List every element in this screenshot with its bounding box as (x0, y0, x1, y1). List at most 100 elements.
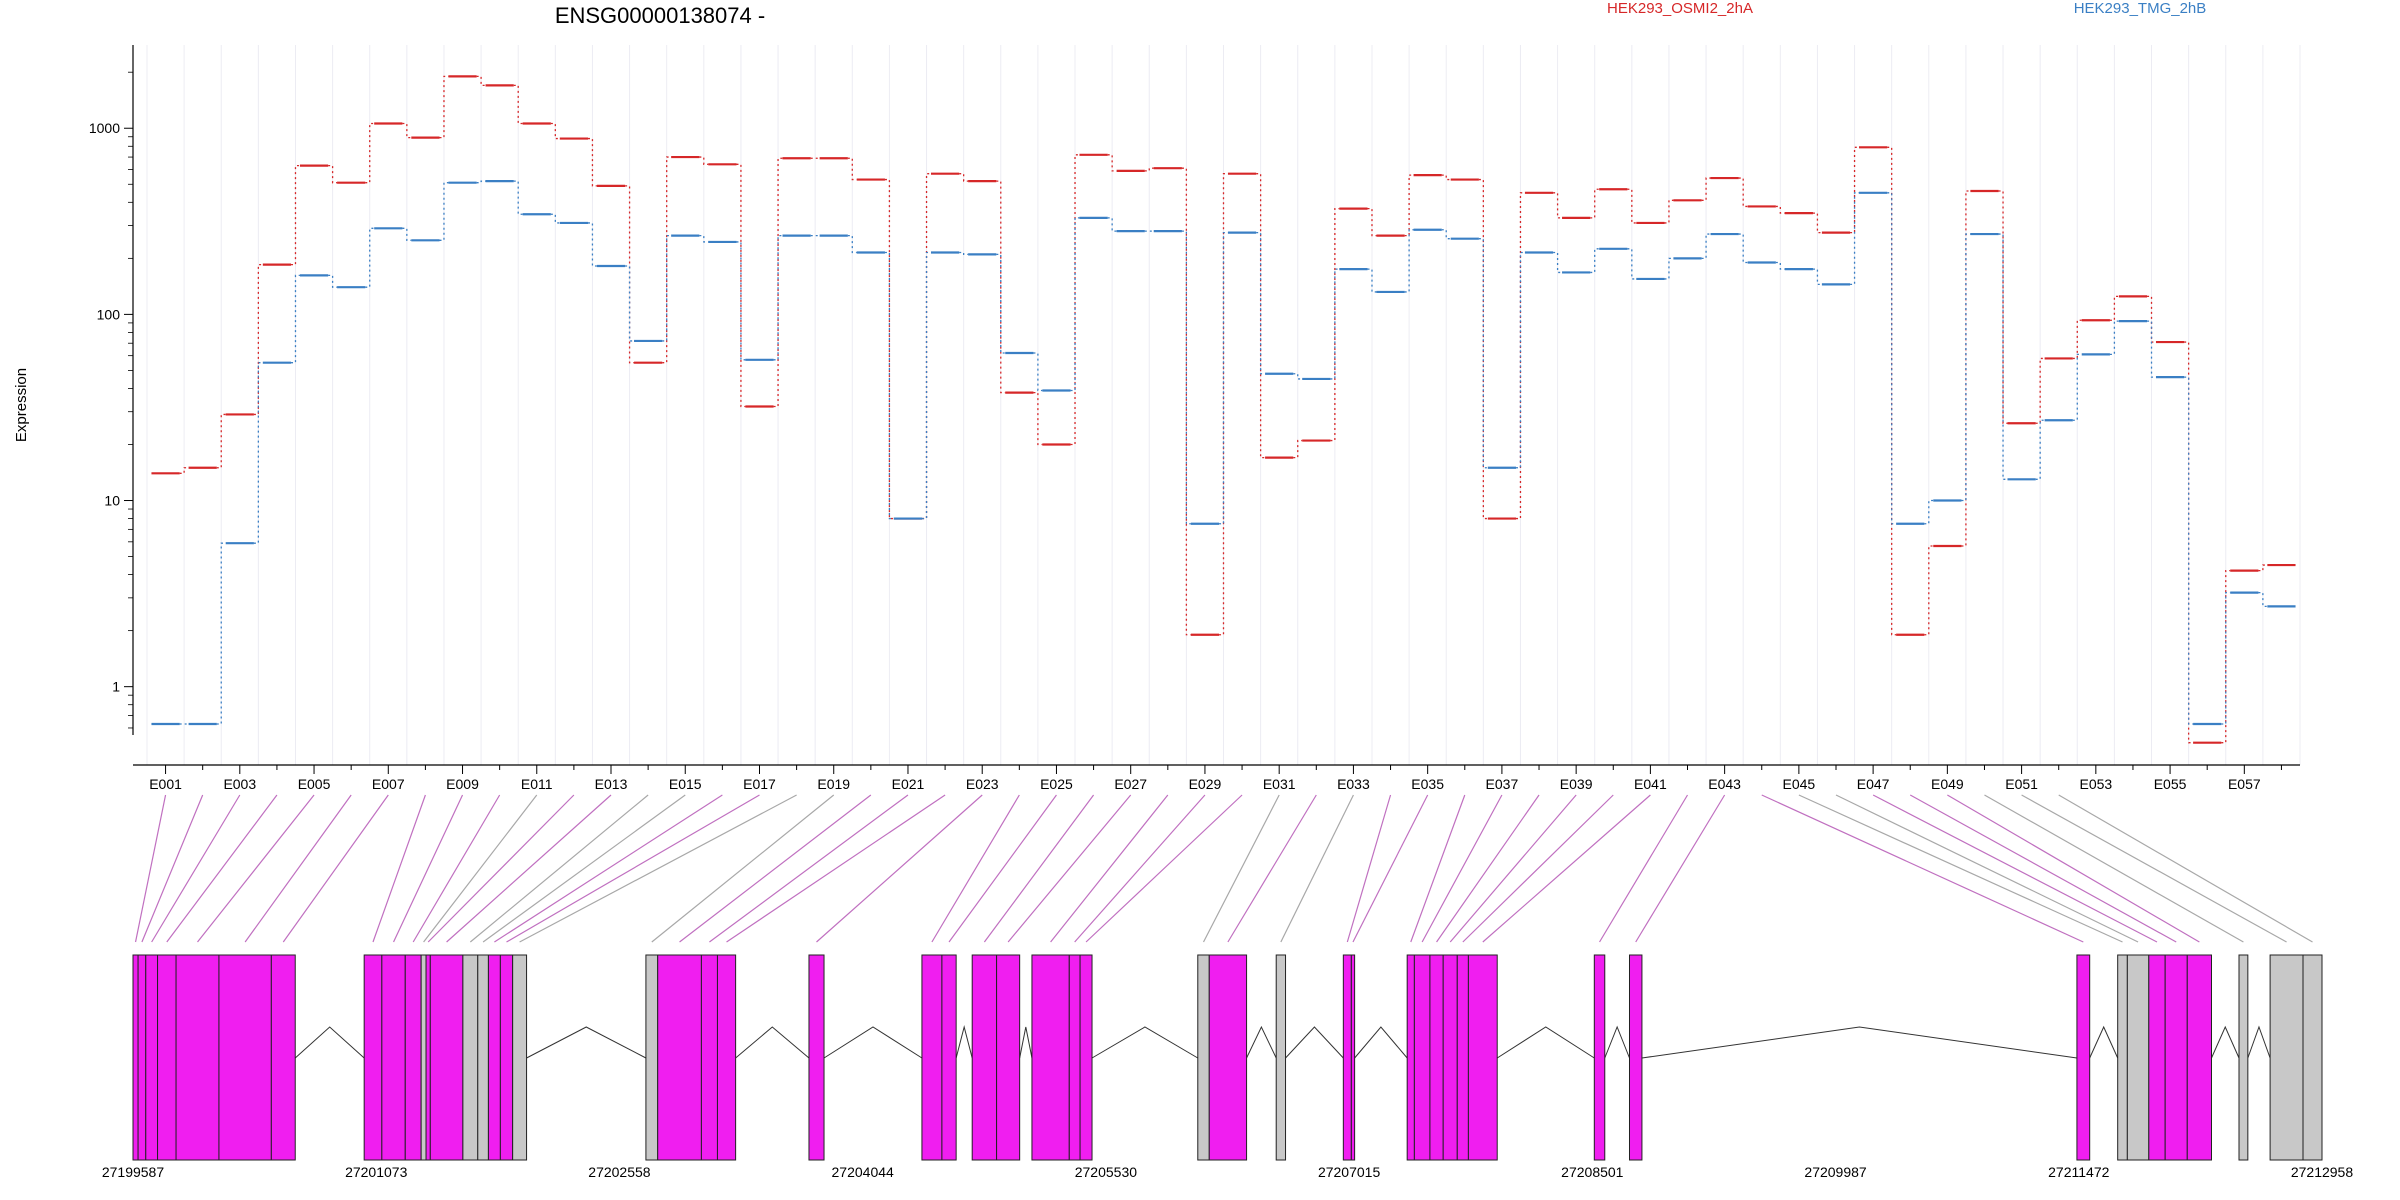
exon-connector (1449, 794, 1577, 943)
exon-connector (423, 794, 538, 943)
exon-connector (816, 794, 983, 943)
series-connector (2258, 591, 2268, 608)
exon-connector (1798, 794, 2123, 943)
exon-connector (1410, 794, 1466, 943)
series-1 (151, 180, 2296, 726)
exon-block (2164, 954, 2188, 1161)
exon-block (462, 954, 479, 1161)
exon-block (645, 954, 659, 1161)
x-tick-label: E001 (149, 776, 182, 792)
series-connector (884, 178, 894, 520)
exon-block (404, 954, 422, 1161)
exon-block (363, 954, 383, 1161)
exon-connector (931, 794, 1020, 943)
exon-connector (1835, 794, 2139, 943)
genomic-tick-label: 27202558 (588, 1164, 651, 1180)
series-connector (1738, 233, 1748, 264)
legend-entry-0: HEK293_OSMI2_2hA (1607, 0, 1753, 17)
exon-connector (494, 794, 723, 943)
series-connector (1367, 268, 1377, 293)
exon-block (657, 954, 702, 1161)
x-tick-label: E013 (595, 776, 628, 792)
exon-connector (651, 794, 835, 943)
x-tick-label: E031 (1263, 776, 1296, 792)
exon-block (700, 954, 718, 1161)
series-connector (1924, 545, 1934, 636)
chart-title: ENSG00000138074 - (555, 3, 765, 28)
series-connector (1293, 373, 1303, 380)
exon-block (425, 954, 431, 1161)
exon-block (1406, 954, 1415, 1161)
series-lines (151, 75, 2296, 744)
series-connector (1553, 192, 1563, 219)
exon-connector (1085, 794, 1243, 943)
x-tick-label: E017 (743, 776, 776, 792)
series-connector (1627, 188, 1637, 224)
series-connector (253, 263, 263, 416)
series-connector (439, 75, 449, 139)
series-connector (1590, 188, 1600, 219)
series-connector (587, 222, 597, 267)
x-tick-label: E033 (1337, 776, 1370, 792)
x-tick-label: E055 (2154, 776, 2187, 792)
x-tick-label: E007 (372, 776, 405, 792)
exon-block (1068, 954, 1081, 1161)
genomic-tick-label: 27212958 (2291, 1164, 2354, 1180)
x-tick-label: E045 (1783, 776, 1816, 792)
intron-line (1246, 1025, 1277, 1059)
intron-line (1641, 1026, 2077, 1059)
exon-connector (1462, 794, 1614, 943)
series-connector (1107, 217, 1117, 232)
series-connector (1553, 251, 1563, 274)
intron-line (294, 1026, 365, 1059)
series-connector (1219, 173, 1228, 636)
exon-connector (679, 794, 872, 943)
exon-connector (726, 794, 946, 943)
exon-connector (506, 794, 760, 943)
x-tick-label: E025 (1040, 776, 1073, 792)
gridlines (146, 45, 2301, 765)
exon-connector (1984, 794, 2244, 943)
exon-block (2302, 954, 2323, 1161)
exon-connector (948, 794, 1057, 943)
exon-block (2269, 954, 2304, 1161)
series-connector (1850, 192, 1860, 285)
exon-connectors (134, 794, 2313, 943)
series-connector (1330, 268, 1340, 380)
exon-connector (151, 794, 241, 943)
exon-connector (197, 794, 315, 943)
intron-line (526, 1026, 647, 1059)
exon-block (1442, 954, 1458, 1161)
exon-block (1031, 954, 1070, 1161)
exon-block (1628, 954, 1643, 1161)
series-connector (1219, 231, 1228, 525)
series-connector (1330, 207, 1340, 442)
series-connector (328, 274, 338, 288)
exon-block (2076, 954, 2091, 1161)
x-tick-label: E015 (669, 776, 702, 792)
exon-block (429, 954, 464, 1161)
genomic-tick-label: 27201073 (345, 1164, 408, 1180)
exon-connector (1074, 794, 1206, 943)
x-tick-label: E043 (1708, 776, 1741, 792)
exon-block (2238, 954, 2249, 1161)
x-tick-label: E053 (2079, 776, 2112, 792)
series-connector (1627, 248, 1637, 280)
exon-connector (1635, 794, 1726, 943)
series-connector (625, 265, 635, 342)
series-connector (1590, 248, 1600, 274)
exon-connector (1599, 794, 1689, 943)
series-connector (2221, 591, 2231, 725)
exon-connector (1227, 794, 1317, 943)
series-connector (1738, 177, 1748, 208)
y-axis-label: Expression (13, 368, 30, 442)
y-tick-label: 1000 (89, 120, 120, 136)
intron-line (2089, 1025, 2119, 1059)
exon-block (2186, 954, 2212, 1161)
series-connector (550, 122, 560, 140)
x-tick-label: E041 (1634, 776, 1667, 792)
exon-connector (1947, 794, 2200, 943)
intron-line (1091, 1026, 1199, 1059)
x-tick-label: E019 (817, 776, 850, 792)
